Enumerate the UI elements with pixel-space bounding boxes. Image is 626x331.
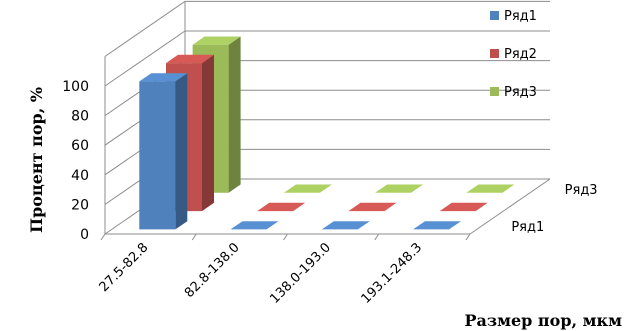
y-tick-label: 40 [71, 168, 89, 184]
legend-label: Ряд2 [504, 47, 537, 62]
legend-label: Ряд3 [504, 85, 537, 100]
bar-1-4 [413, 221, 461, 230]
bar-top [166, 54, 214, 64]
bar-3-2 [283, 184, 332, 193]
category-label: 27.5-82.8 [97, 240, 152, 295]
bar-top [192, 36, 241, 45]
bar-2-3 [348, 202, 397, 212]
legend: Ряд1 Ряд2 Ряд3 [490, 9, 537, 100]
axes [100, 178, 551, 241]
bar-top [139, 73, 188, 82]
category-label: 82.8-138.0 [182, 240, 243, 301]
y-tick-label: 20 [71, 197, 89, 213]
category-label: 138.0-193.0 [267, 240, 334, 307]
bar-top [321, 221, 370, 230]
bar-1-1 [139, 73, 188, 230]
y-axis-title: Процент пор, % [27, 87, 46, 233]
category-label: 193.1-248.3 [359, 240, 426, 307]
legend-swatch [490, 11, 499, 20]
bar-top [439, 202, 488, 212]
bar-3-4 [466, 184, 515, 193]
category-tick [374, 233, 380, 241]
y-tick-label: 100 [62, 79, 89, 95]
bar-top [230, 221, 279, 230]
bar-top [466, 184, 515, 193]
bar-top [257, 202, 306, 212]
category-tick [100, 233, 106, 241]
legend-swatch [490, 49, 499, 58]
x-axis-title: Размер пор, мкм [464, 311, 622, 330]
legend-swatch [490, 87, 499, 96]
category-tick [191, 233, 197, 241]
bar-1-2 [230, 221, 279, 230]
y-tick-label: 80 [71, 109, 89, 125]
bar-2-2 [257, 202, 306, 212]
category-tick [283, 233, 288, 241]
bars [139, 36, 515, 230]
bar-side [175, 73, 188, 230]
depth-axis-line [469, 178, 551, 235]
legend-label: Ряд1 [504, 9, 537, 24]
bar-top [348, 202, 397, 212]
bar-2-4 [439, 202, 488, 212]
bar-top [375, 184, 424, 193]
bar-top [413, 221, 461, 230]
wall-top-line [104, 0, 550, 57]
y-tick-label: 0 [80, 227, 89, 243]
depth-axis-label: Ряд3 [565, 183, 598, 198]
bar-top [283, 184, 332, 193]
y-tick-label: 60 [71, 138, 89, 154]
bar-3-3 [375, 184, 424, 193]
depth-axis-label: Ряд1 [511, 220, 544, 235]
bar-front [139, 81, 176, 230]
bar-side [228, 36, 241, 193]
bar-side [202, 54, 214, 212]
labels: 0 20 40 60 80 100 27.5-82.8 82.8-138.0 138.0-193… [27, 79, 622, 330]
bar-1-3 [321, 221, 370, 230]
category-tick [465, 233, 471, 241]
